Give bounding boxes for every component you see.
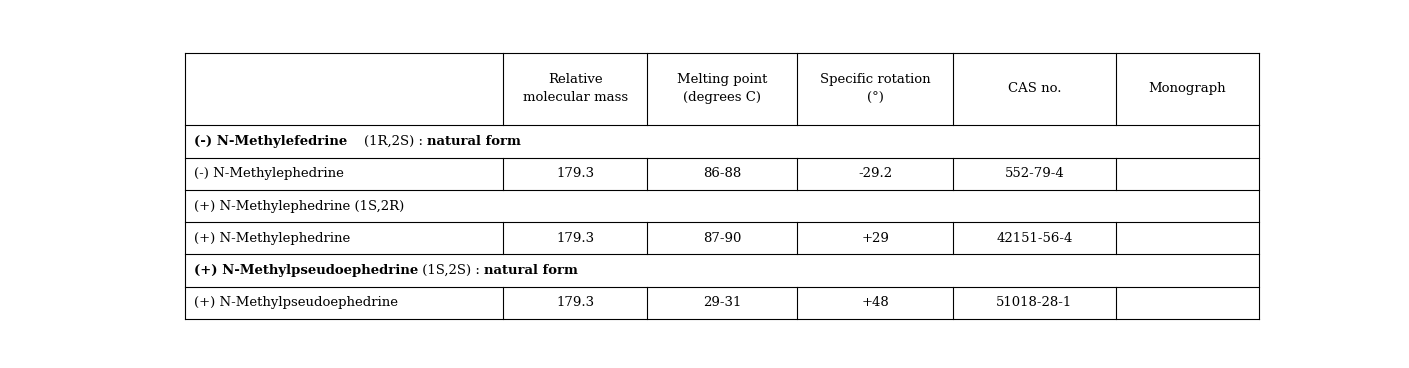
Text: -29.2: -29.2: [858, 167, 892, 180]
Text: CAS no.: CAS no.: [1007, 82, 1061, 95]
Text: (+) N-Methylpseudoephedrine: (+) N-Methylpseudoephedrine: [193, 296, 397, 309]
Text: 179.3: 179.3: [557, 296, 595, 309]
Text: 179.3: 179.3: [557, 232, 595, 245]
Text: (+) N-Methylephedrine (1S,2R): (+) N-Methylephedrine (1S,2R): [193, 199, 404, 212]
Text: (-) N-Methylefedrine: (-) N-Methylefedrine: [193, 135, 347, 148]
Text: 42151-56-4: 42151-56-4: [996, 232, 1072, 245]
Text: Relative
molecular mass: Relative molecular mass: [523, 74, 628, 105]
Text: 86-88: 86-88: [703, 167, 741, 180]
Text: 87-90: 87-90: [703, 232, 741, 245]
Text: 552-79-4: 552-79-4: [1005, 167, 1064, 180]
Text: (1S,2S) :: (1S,2S) :: [418, 264, 483, 277]
Text: natural form: natural form: [483, 264, 578, 277]
Text: Specific rotation
(°): Specific rotation (°): [820, 74, 930, 105]
Text: +48: +48: [861, 296, 889, 309]
Text: (1R,2S) :: (1R,2S) :: [347, 135, 427, 148]
Text: Melting point
(degrees C): Melting point (degrees C): [676, 74, 768, 105]
Text: 179.3: 179.3: [557, 167, 595, 180]
Text: natural form: natural form: [427, 135, 521, 148]
Text: 51018-28-1: 51018-28-1: [996, 296, 1072, 309]
Text: (-) N-Methylephedrine: (-) N-Methylephedrine: [193, 167, 344, 180]
Text: Monograph: Monograph: [1148, 82, 1226, 95]
Text: (+) N-Methylpseudoephedrine: (+) N-Methylpseudoephedrine: [193, 264, 418, 277]
Text: 29-31: 29-31: [703, 296, 741, 309]
Text: +29: +29: [861, 232, 889, 245]
Text: (+) N-Methylephedrine: (+) N-Methylephedrine: [193, 232, 349, 245]
